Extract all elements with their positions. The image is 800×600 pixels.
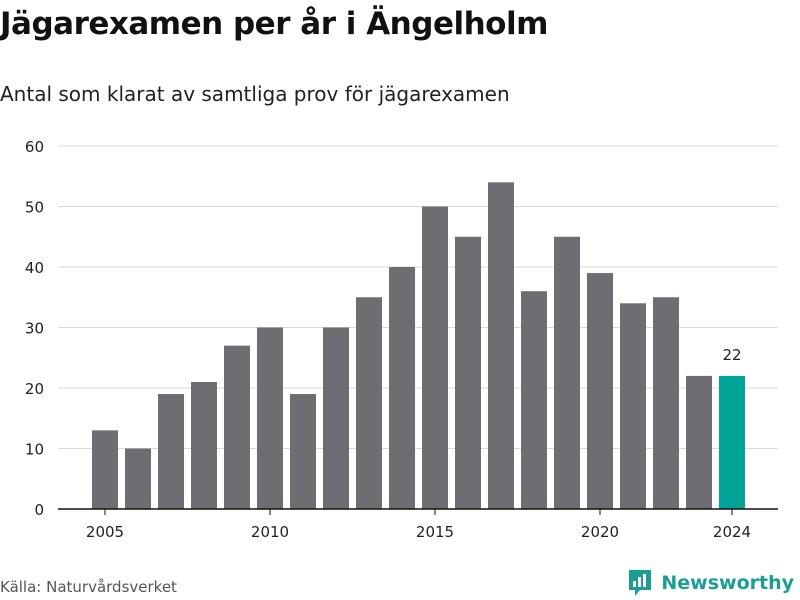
x-tick-label-2010: 2010	[251, 523, 289, 541]
bar-2017	[488, 182, 514, 510]
y-tick-label-30: 30	[25, 320, 44, 338]
bar-2011	[290, 394, 316, 509]
y-tick-label-60: 60	[25, 138, 44, 156]
bar-2012	[323, 327, 349, 509]
bar-2007	[158, 394, 184, 509]
bar-2021	[620, 303, 646, 509]
x-tick-label-2020: 2020	[581, 523, 619, 541]
bar-2023	[686, 375, 712, 509]
bar-2024	[719, 375, 745, 509]
x-tick-label-2024: 2024	[713, 523, 751, 541]
chart-subtitle: Antal som klarat av samtliga prov för jä…	[0, 82, 510, 106]
brand-logo: Newsworthy	[627, 568, 794, 598]
data-labels: 22	[722, 346, 741, 364]
bar-2018	[521, 291, 547, 509]
bar-2008	[191, 381, 217, 509]
y-tick-label-10: 10	[25, 441, 44, 459]
y-tick-label-20: 20	[25, 380, 44, 398]
y-tick-label-40: 40	[25, 259, 44, 277]
bar-2015	[422, 206, 448, 509]
x-tick-label-2015: 2015	[416, 523, 454, 541]
chart-title: Jägarexamen per år i Ängelholm	[0, 6, 548, 42]
y-tick-label-0: 0	[34, 501, 44, 519]
bar-2006	[125, 448, 151, 509]
bar-2013	[356, 297, 382, 509]
brand-name: Newsworthy	[661, 572, 794, 594]
x-axis-ticks: 2005 2010 2015 2020 2024	[86, 509, 751, 541]
bar-2014	[389, 267, 415, 509]
newsworthy-logo-icon	[629, 570, 652, 596]
y-tick-label-50: 50	[25, 199, 44, 217]
source-note: Källa: Naturvårdsverket	[0, 578, 177, 596]
bar-2020	[587, 273, 613, 509]
y-axis-ticks: 0 10 20 30 40 50 60	[25, 138, 44, 519]
data-label-2024: 22	[722, 346, 741, 364]
bars	[92, 182, 745, 510]
bar-2010	[257, 327, 283, 509]
bar-2009	[224, 345, 250, 509]
bar-2016	[455, 236, 481, 509]
bar-2022	[653, 297, 679, 509]
bar-2005	[92, 430, 118, 509]
bar-2019	[554, 236, 580, 509]
x-tick-label-2005: 2005	[86, 523, 124, 541]
